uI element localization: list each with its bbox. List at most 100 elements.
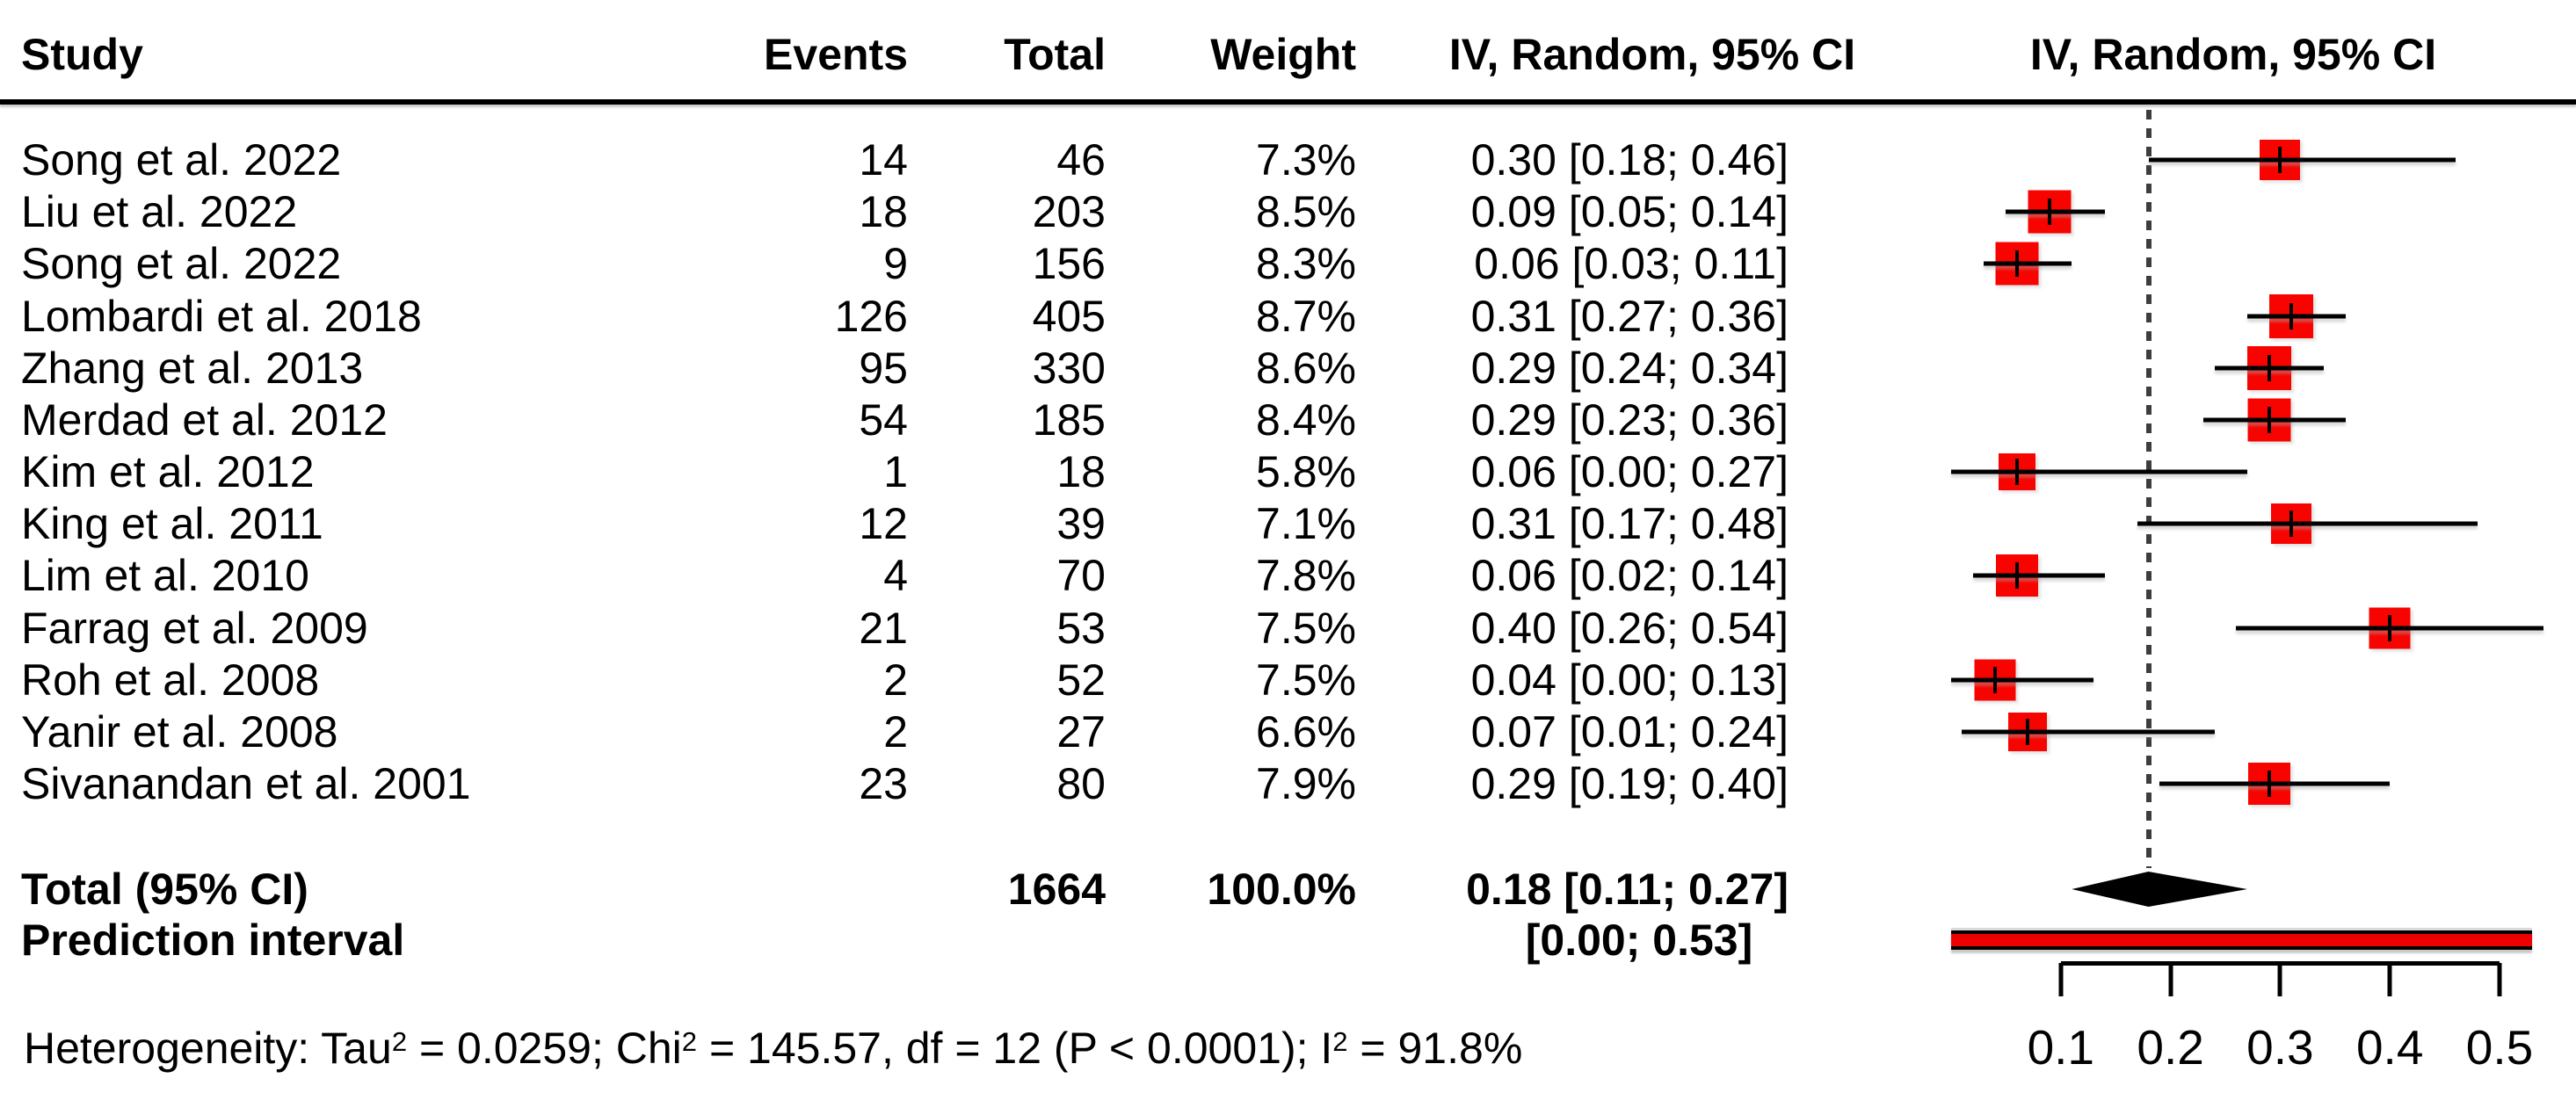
ci-text-value: 0.29 [0.24; 0.34] — [1470, 344, 1789, 393]
events-value: 9 — [883, 239, 908, 288]
x-axis-tick-label: 0.2 — [2137, 1020, 2204, 1075]
confidence-interval-line — [1951, 469, 2247, 474]
study-name: Liu et al. 2022 — [21, 187, 298, 236]
total-value: 18 — [1056, 447, 1106, 496]
total-value: 39 — [1056, 499, 1106, 548]
events-value: 126 — [834, 292, 908, 341]
confidence-interval-line — [2148, 157, 2456, 163]
total-value: 405 — [1032, 292, 1106, 341]
events-value: 18 — [859, 187, 908, 236]
pooled-estimate-reference-line — [2145, 110, 2152, 868]
confidence-interval-line — [1951, 677, 2094, 683]
weight-value: 7.5% — [1256, 655, 1356, 705]
total-value: 185 — [1032, 395, 1106, 445]
effect-plus-mark — [2006, 262, 2028, 265]
total-value: 203 — [1032, 187, 1106, 236]
weight-value: 6.6% — [1256, 707, 1356, 756]
effect-plus-mark — [2379, 626, 2401, 630]
weight-value: 7.3% — [1256, 135, 1356, 185]
weight-value: 7.5% — [1256, 604, 1356, 653]
total-value: 52 — [1056, 655, 1106, 705]
effect-plus-mark — [2280, 315, 2302, 318]
total-row-label: Total (95% CI) — [21, 865, 308, 914]
x-axis-tick — [2497, 963, 2502, 996]
events-value: 21 — [859, 604, 908, 653]
weight-value: 8.6% — [1256, 344, 1356, 393]
weight-value: 7.8% — [1256, 551, 1356, 600]
weight-value: 8.4% — [1256, 395, 1356, 445]
ci-text-value: 0.40 [0.26; 0.54] — [1470, 604, 1789, 653]
x-axis-tick-label: 0.1 — [2027, 1020, 2095, 1075]
total-value: 70 — [1056, 551, 1106, 600]
events-value: 2 — [883, 655, 908, 705]
study-name: Song et al. 2022 — [21, 135, 342, 185]
confidence-interval-line — [2137, 521, 2478, 526]
ci-text-value: 0.07 [0.01; 0.24] — [1470, 707, 1789, 756]
x-axis-tick — [2168, 963, 2173, 996]
effect-plus-mark — [2280, 522, 2302, 525]
column-header-events: Events — [764, 30, 908, 79]
superscript: 2 — [1332, 1026, 1348, 1058]
effect-plus-mark — [2258, 366, 2280, 370]
weight-value: 7.9% — [1256, 759, 1356, 808]
total-row-total: 1664 — [1007, 865, 1106, 914]
study-name: King et al. 2011 — [21, 499, 323, 548]
x-axis-tick-label: 0.4 — [2355, 1020, 2424, 1075]
study-name: Song et al. 2022 — [21, 239, 342, 288]
x-axis-tick — [2277, 963, 2282, 996]
x-axis-tick-label: 0.5 — [2465, 1020, 2534, 1075]
total-value: 330 — [1032, 344, 1106, 393]
total-value: 46 — [1056, 135, 1106, 185]
total-value: 80 — [1056, 759, 1106, 808]
superscript: 2 — [391, 1026, 408, 1058]
events-value: 14 — [859, 135, 908, 185]
prediction-row-label: Prediction interval — [21, 916, 405, 965]
effect-plus-mark — [2039, 210, 2061, 214]
events-value: 1 — [883, 447, 908, 496]
x-axis-tick — [2058, 963, 2064, 996]
study-name: Merdad et al. 2012 — [21, 395, 388, 445]
study-name: Zhang et al. 2013 — [21, 344, 364, 393]
study-name: Roh et al. 2008 — [21, 655, 320, 705]
events-value: 2 — [883, 707, 908, 756]
heterogeneity-note: Heterogeneity: Tau2 = 0.0259; Chi2 = 145… — [24, 1023, 1522, 1074]
study-name: Farrag et al. 2009 — [21, 604, 368, 653]
weight-value: 8.5% — [1256, 187, 1356, 236]
weight-value: 8.7% — [1256, 292, 1356, 341]
prediction-row-ci-text: [0.00; 0.53] — [1525, 916, 1753, 965]
ci-text-value: 0.06 [0.02; 0.14] — [1470, 551, 1789, 600]
ci-text-value: 0.30 [0.18; 0.46] — [1470, 135, 1789, 185]
total-value: 53 — [1056, 604, 1106, 653]
events-value: 4 — [883, 551, 908, 600]
total-row-weight: 100.0% — [1207, 865, 1356, 914]
ci-text-value: 0.29 [0.23; 0.36] — [1470, 395, 1789, 445]
events-value: 12 — [859, 499, 908, 548]
x-axis-tick-label: 0.3 — [2246, 1020, 2314, 1075]
effect-plus-mark — [2269, 158, 2291, 162]
effect-plus-mark — [1984, 678, 2006, 682]
ci-text-value: 0.09 [0.05; 0.14] — [1470, 187, 1789, 236]
events-value: 23 — [859, 759, 908, 808]
ci-text-value: 0.06 [0.00; 0.27] — [1470, 447, 1789, 496]
weight-value: 5.8% — [1256, 447, 1356, 496]
total-row-ci-text: 0.18 [0.11; 0.27] — [1466, 865, 1789, 914]
column-header-ci-plot: IV, Random, 95% CI — [2029, 30, 2437, 79]
confidence-interval-line — [1984, 261, 2072, 266]
column-header-ci-text: IV, Random, 95% CI — [1448, 30, 1856, 79]
pooled-estimate-diamond — [2072, 872, 2247, 907]
effect-plus-mark — [2017, 730, 2039, 734]
confidence-interval-line — [1972, 573, 2105, 578]
events-value: 54 — [859, 395, 908, 445]
weight-value: 7.1% — [1256, 499, 1356, 548]
events-value: 95 — [859, 344, 908, 393]
column-header-study: Study — [21, 30, 143, 79]
weight-value: 8.3% — [1256, 239, 1356, 288]
heterogeneity-text-segment: Heterogeneity: Tau — [24, 1024, 392, 1073]
ci-text-value: 0.31 [0.17; 0.48] — [1470, 499, 1789, 548]
ci-text-value: 0.29 [0.19; 0.40] — [1470, 759, 1789, 808]
study-name: Lim et al. 2010 — [21, 551, 309, 600]
effect-plus-mark — [2006, 470, 2028, 474]
heterogeneity-text-segment: = 0.0259; Chi — [407, 1024, 682, 1073]
ci-text-value: 0.04 [0.00; 0.13] — [1470, 655, 1789, 705]
x-axis-tick — [2387, 963, 2392, 996]
